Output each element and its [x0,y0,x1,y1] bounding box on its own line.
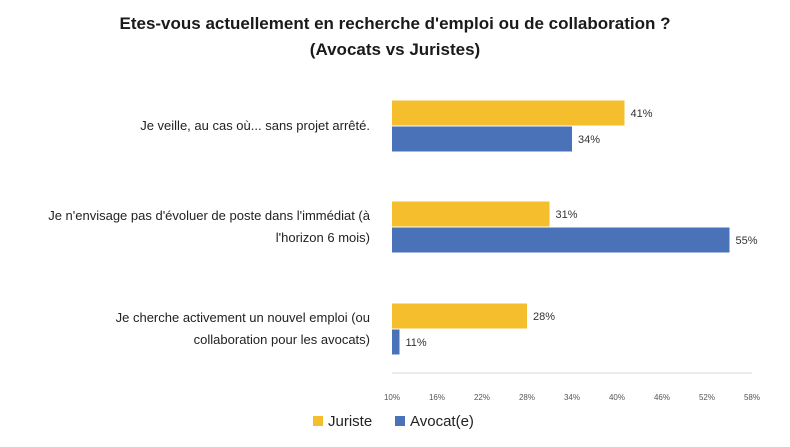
bar-avocat [392,227,730,253]
plot-area: Je veille, au cas où... sans projet arrê… [48,100,760,402]
x-tick-label: 16% [429,393,445,402]
x-tick-label: 40% [609,393,625,402]
x-tick-label: 46% [654,393,670,402]
data-label: 31% [556,209,578,221]
bar-avocat [392,126,572,152]
x-tick-label: 34% [564,393,580,402]
bar-juriste [392,100,625,126]
x-tick-label: 10% [384,393,400,402]
chart-title: Etes-vous actuellement en recherche d'em… [119,14,670,33]
bar-juriste [392,201,550,227]
data-label: 11% [406,337,427,349]
legend-label-juriste: Juriste [328,413,372,430]
category-label: l'horizon 6 mois) [276,230,370,245]
category-label: Je veille, au cas où... sans projet arrê… [140,118,370,133]
data-label: 34% [578,134,600,146]
legend-swatch-juriste [313,416,323,426]
data-label: 55% [736,235,758,247]
data-label: 41% [631,108,653,120]
bar-juriste [392,303,527,329]
data-label: 28% [533,311,555,323]
category-label: collaboration pour les avocats) [194,332,370,347]
x-tick-label: 58% [744,393,760,402]
legend: Juriste Avocat(e) [313,413,474,430]
category-label: Je n'envisage pas d'évoluer de poste dan… [48,208,371,223]
legend-swatch-avocat [395,416,405,426]
x-tick-label: 52% [699,393,715,402]
bar-avocat [392,329,400,355]
category-label: Je cherche activement un nouvel emploi (… [116,310,370,325]
legend-label-avocat: Avocat(e) [410,413,474,430]
chart-subtitle: (Avocats vs Juristes) [310,40,480,59]
x-tick-label: 28% [519,393,535,402]
x-tick-label: 22% [474,393,490,402]
